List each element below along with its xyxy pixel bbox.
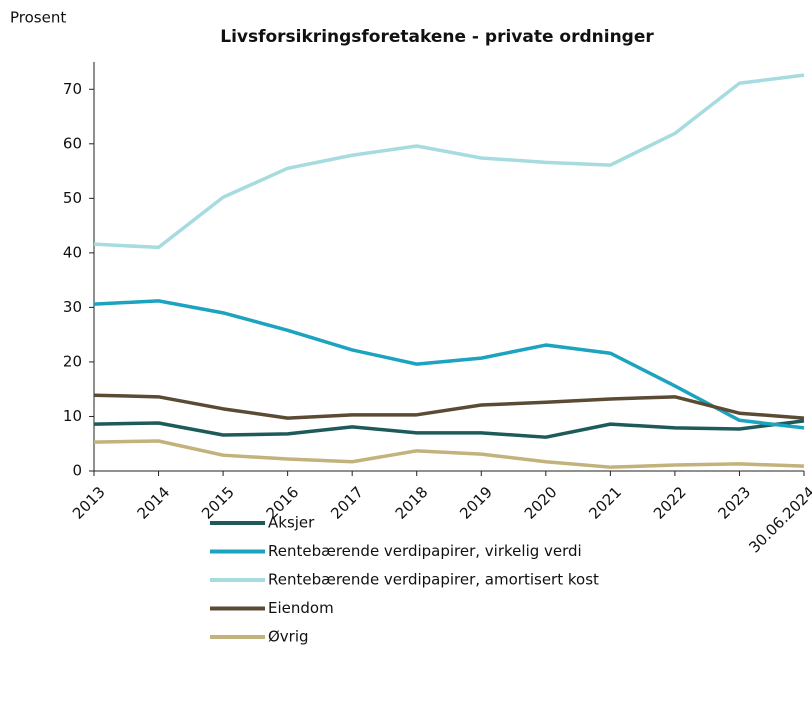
x-tick-label: 2018 [392,483,432,523]
series-line [93,299,805,430]
legend-label: Rentebærende verdipapirer, virkelig verd… [268,542,582,560]
y-tick-label: 40 [63,243,82,261]
y-tick-label: 0 [72,462,82,480]
chart-title: Livsforsikringsforetakene - private ordn… [220,27,654,47]
x-tick-label: 2022 [650,483,690,523]
y-tick-label: 60 [63,134,82,152]
y-tick-label: 70 [63,80,82,98]
legend-label: Rentebærende verdipapirer, amortisert ko… [268,571,599,589]
y-tick-label: 20 [63,352,82,370]
legend-label: Øvrig [268,628,309,646]
x-tick-label: 2021 [585,483,625,523]
series-line [93,393,805,420]
x-tick-label: 2019 [456,483,496,523]
y-tick-label: 50 [63,189,82,207]
x-tick-label: 2014 [134,483,174,523]
series-line [93,439,805,469]
x-tick-label: 30.06.2024 [745,483,812,556]
legend-label: Aksjer [268,514,315,532]
x-tick-label: 2020 [521,483,561,523]
legend-label: Eiendom [268,599,334,617]
x-tick-label: 2017 [327,483,367,523]
series-line [93,419,805,439]
x-tick-label: 2015 [198,483,238,523]
y-tick-label: 30 [63,298,82,316]
x-tick-label: 2013 [69,483,109,523]
y-axis-label: Prosent [10,9,66,27]
x-tick-label: 2023 [714,483,754,523]
y-tick-label: 10 [63,407,82,425]
series-line [93,73,805,250]
